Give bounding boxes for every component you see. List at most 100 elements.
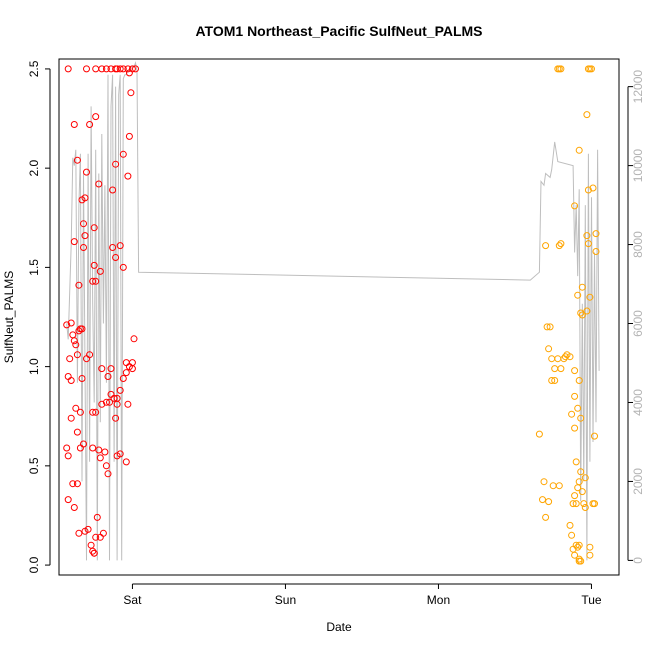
data-point-series-1: [73, 480, 81, 488]
x-tick-label: Sat: [123, 593, 142, 607]
data-point-series-1: [73, 156, 81, 164]
data-point-series-2: [574, 543, 582, 551]
data-point-series-2: [572, 458, 580, 466]
data-point-series-1: [132, 65, 139, 73]
right-y-tick-label: 4000: [631, 389, 645, 416]
data-point-series-1: [86, 121, 94, 128]
data-point-series-1: [90, 224, 98, 232]
data-point-series-2: [575, 146, 583, 154]
data-point-series-1: [113, 400, 121, 408]
data-point-series-2: [577, 414, 585, 422]
data-point-series-1: [122, 458, 130, 466]
right-y-tick-label: 10000: [631, 149, 645, 183]
data-point-series-1: [128, 65, 136, 73]
data-point-series-2: [578, 488, 586, 496]
data-point-series-2: [581, 474, 589, 482]
data-point-series-1: [67, 377, 75, 384]
data-point-series-2: [542, 513, 550, 521]
data-point-series-1: [119, 375, 127, 382]
data-point-series-1: [127, 89, 135, 97]
data-point-series-2: [577, 468, 585, 476]
data-point-series-1: [76, 408, 84, 416]
y-tick-label: 0.5: [27, 457, 41, 474]
data-point-series-1: [70, 121, 78, 128]
data-point-series-1: [89, 547, 97, 555]
data-point-series-1: [89, 408, 97, 416]
data-point-series-2: [543, 323, 551, 331]
data-point-series-2: [557, 65, 565, 73]
data-point-series-2: [566, 521, 574, 529]
y-axis-right: 0 2000 4000 6000 8000 10000 12000: [627, 70, 645, 564]
data-point-series-2: [571, 202, 579, 210]
y-tick-label: 1.5: [27, 259, 41, 276]
data-point-series-1: [92, 533, 100, 541]
data-point-series-1: [90, 549, 98, 557]
data-point-series-2: [568, 410, 576, 418]
y-axis-left: 0.0 0.5 1.0 1.5 2.0 2.5: [27, 60, 51, 573]
data-point-series-1: [81, 194, 89, 202]
data-point-series-2: [551, 377, 559, 384]
data-point-series-2: [561, 353, 569, 361]
data-point-series-1: [98, 400, 106, 408]
data-point-series-2: [571, 492, 579, 500]
data-point-series-1: [102, 462, 110, 470]
data-point-series-1: [80, 244, 87, 251]
data-point-series-1: [63, 321, 71, 329]
data-point-series-1: [124, 65, 132, 73]
y-tick-label: 0.0: [27, 556, 41, 573]
data-point-series-2: [571, 424, 579, 432]
x-axis-label: Date: [326, 620, 352, 634]
data-point-series-1: [86, 351, 94, 359]
data-point-series-1: [109, 186, 117, 194]
right-y-tick-label: 12000: [631, 70, 645, 104]
data-point-series-2: [588, 65, 595, 73]
data-point-series-1: [75, 281, 83, 289]
right-y-tick-label: 8000: [631, 231, 645, 258]
data-point-series-2: [591, 432, 598, 440]
data-point-series-1: [98, 65, 106, 73]
data-point-series-1: [98, 365, 106, 373]
data-point-series-1: [72, 404, 80, 412]
data-point-series-1: [95, 446, 103, 454]
data-point-series-1: [119, 263, 127, 271]
data-point-series-1: [67, 319, 75, 327]
y-tick-label: 2.5: [27, 60, 41, 77]
data-point-series-1: [90, 261, 98, 269]
data-point-series-1: [119, 65, 127, 73]
data-point-series-2: [546, 323, 554, 331]
data-point-series-1: [76, 444, 84, 452]
x-tick-label: Sun: [275, 593, 296, 607]
data-point-series-1: [101, 448, 109, 456]
data-point-series-1: [102, 398, 110, 406]
plot-frame: [58, 58, 620, 576]
data-point-series-1: [78, 325, 86, 333]
data-point-series-1: [112, 254, 120, 261]
data-point-series-1: [89, 277, 97, 285]
y-tick-label: 1.0: [27, 358, 41, 375]
data-point-series-1: [70, 504, 78, 511]
right-y-tick-label: 0: [631, 557, 645, 564]
data-point-series-1: [116, 242, 124, 250]
data-point-series-2: [589, 184, 597, 192]
data-point-series-2: [571, 392, 579, 400]
data-point-series-1: [95, 180, 103, 188]
data-point-series-1: [72, 341, 80, 349]
right-y-tick-label: 6000: [631, 310, 645, 337]
data-point-series-1: [116, 450, 124, 458]
data-point-series-2: [584, 240, 592, 248]
x-tick-label: Mon: [427, 593, 450, 607]
data-point-series-2: [545, 498, 553, 506]
data-point-series-2: [535, 430, 543, 438]
right-axis-series-line: [66, 61, 600, 561]
data-point-series-1: [89, 444, 97, 452]
data-point-series-1: [69, 480, 77, 488]
data-point-series-2: [555, 482, 563, 490]
data-point-series-2: [545, 345, 553, 353]
data-point-series-2: [592, 230, 600, 238]
data-point-series-2: [568, 531, 576, 539]
data-point-series-2: [571, 367, 579, 375]
y-tick-label: 2.0: [27, 159, 41, 176]
data-point-series-1: [128, 365, 136, 373]
data-point-series-2: [580, 500, 588, 508]
